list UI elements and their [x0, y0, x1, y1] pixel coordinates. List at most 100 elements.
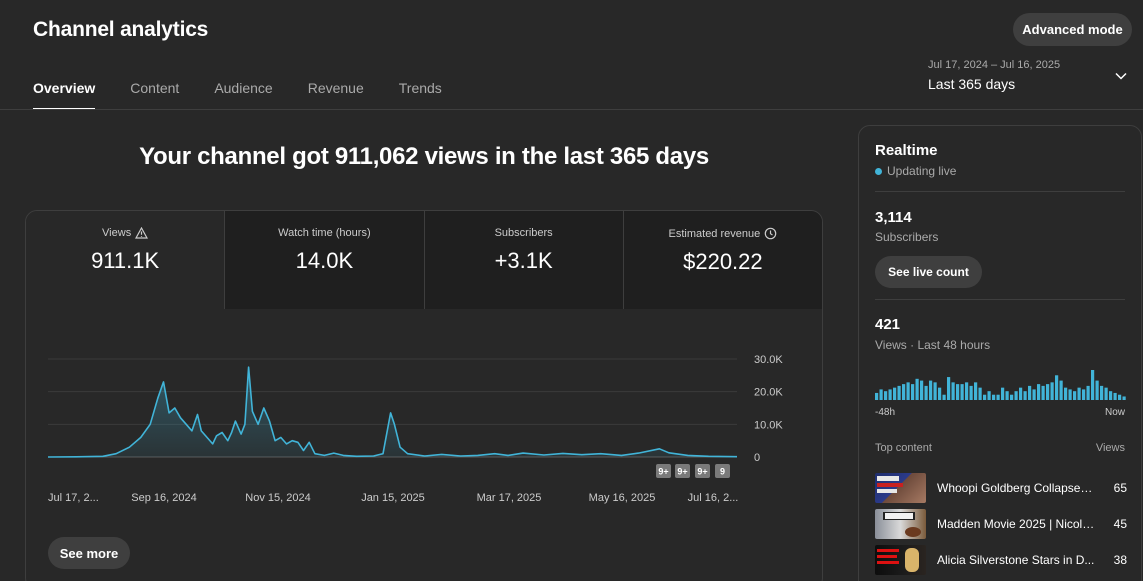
- realtime-bar[interactable]: [1023, 391, 1027, 400]
- realtime-bar[interactable]: [1059, 380, 1063, 400]
- tab-overview[interactable]: Overview: [33, 80, 96, 110]
- realtime-bar[interactable]: [1109, 391, 1113, 400]
- annotation-badge[interactable]: 9+: [695, 464, 710, 478]
- realtime-bar[interactable]: [960, 384, 964, 400]
- date-range-text: Jul 17, 2024 – Jul 16, 2025: [928, 59, 1061, 71]
- tab-bar: Overview Content Audience Revenue Trends: [33, 80, 477, 110]
- realtime-bar[interactable]: [1113, 392, 1117, 400]
- realtime-bar[interactable]: [888, 389, 892, 400]
- video-thumbnail: [875, 545, 926, 575]
- video-views: 65: [1113, 481, 1127, 495]
- realtime-bar[interactable]: [974, 382, 978, 400]
- realtime-bar[interactable]: [942, 394, 946, 400]
- metric-value: 14.0K: [295, 248, 354, 273]
- realtime-bar[interactable]: [920, 380, 924, 400]
- views-headline: Your channel got 911,062 views in the la…: [139, 143, 709, 170]
- realtime-bar[interactable]: [902, 384, 906, 400]
- realtime-bar[interactable]: [884, 391, 888, 400]
- realtime-bar[interactable]: [1118, 394, 1122, 400]
- top-content-item[interactable]: Whoopi Goldberg Collapses ... 65: [875, 473, 1127, 503]
- realtime-bar[interactable]: [1028, 385, 1032, 400]
- clock-icon: [764, 227, 777, 240]
- realtime-bar[interactable]: [1050, 382, 1054, 400]
- realtime-bar[interactable]: [879, 389, 883, 400]
- realtime-bar[interactable]: [897, 385, 901, 400]
- realtime-bar[interactable]: [1010, 394, 1014, 400]
- tab-content[interactable]: Content: [130, 80, 180, 96]
- top-content-item[interactable]: Alicia Silverstone Stars in D... 38: [875, 545, 1127, 575]
- realtime-bar[interactable]: [1055, 375, 1059, 400]
- live-dot-icon: [875, 167, 882, 175]
- realtime-bar[interactable]: [1041, 385, 1045, 400]
- date-range-picker[interactable]: Jul 17, 2024 – Jul 16, 2025 Last 365 day…: [928, 59, 1128, 99]
- top-content-item[interactable]: Madden Movie 2025 | Nicola... 45: [875, 509, 1127, 539]
- realtime-bar[interactable]: [929, 380, 933, 400]
- page-title: Channel analytics: [33, 18, 209, 41]
- realtime-bar[interactable]: [1046, 384, 1050, 400]
- realtime-bar[interactable]: [983, 394, 987, 400]
- realtime-bar[interactable]: [1019, 387, 1023, 400]
- realtime-bar[interactable]: [978, 387, 982, 400]
- realtime-bar[interactable]: [987, 391, 991, 400]
- realtime-bar[interactable]: [911, 384, 915, 400]
- annotation-badge[interactable]: 9+: [656, 464, 671, 478]
- see-more-button[interactable]: See more: [48, 537, 130, 569]
- realtime-bar[interactable]: [992, 394, 996, 400]
- realtime-bar[interactable]: [1068, 389, 1072, 400]
- realtime-bar[interactable]: [956, 384, 960, 400]
- realtime-bar[interactable]: [1001, 387, 1005, 400]
- realtime-bar[interactable]: [893, 387, 897, 400]
- realtime-bar[interactable]: [933, 382, 937, 400]
- realtime-bar[interactable]: [1037, 384, 1041, 400]
- metric-label: Estimated revenue: [668, 227, 761, 240]
- video-thumbnail: [875, 473, 926, 503]
- realtime-bar[interactable]: [1095, 380, 1099, 400]
- metric-label: Watch time (hours): [278, 227, 371, 239]
- realtime-bar[interactable]: [1073, 391, 1077, 400]
- realtime-bar[interactable]: [1082, 389, 1086, 400]
- realtime-bar[interactable]: [1077, 387, 1081, 400]
- realtime-bar[interactable]: [951, 382, 955, 400]
- axis-start: -48h: [875, 407, 896, 418]
- metric-views[interactable]: Views 911.1K: [26, 211, 225, 309]
- realtime-bar[interactable]: [1091, 370, 1095, 400]
- realtime-bar[interactable]: [947, 377, 951, 400]
- y-tick-label: 20.0K: [754, 387, 783, 399]
- x-tick-label: May 16, 2025: [589, 492, 656, 504]
- views-line: [47, 366, 738, 458]
- svg-text:9+: 9+: [697, 467, 707, 477]
- realtime-bar[interactable]: [1104, 387, 1108, 400]
- realtime-bar[interactable]: [1032, 389, 1036, 400]
- realtime-bar[interactable]: [965, 382, 969, 400]
- realtime-bar[interactable]: [996, 394, 1000, 400]
- svg-text:9: 9: [720, 467, 725, 477]
- realtime-bar[interactable]: [915, 378, 919, 400]
- realtime-bar[interactable]: [1086, 385, 1090, 400]
- metric-revenue[interactable]: Estimated revenue $220.22: [622, 211, 822, 309]
- realtime-bar[interactable]: [969, 385, 973, 400]
- metric-subscribers[interactable]: Subscribers +3.1K: [423, 211, 623, 309]
- views-area: [48, 367, 737, 457]
- header-divider: [0, 109, 1143, 110]
- annotation-badge[interactable]: 9: [715, 464, 730, 478]
- see-live-count-button[interactable]: See live count: [875, 256, 982, 288]
- tab-trends[interactable]: Trends: [398, 80, 442, 96]
- realtime-bar[interactable]: [938, 387, 942, 400]
- realtime-bar-chart: [875, 370, 1126, 400]
- x-tick-label: Mar 17, 2025: [477, 492, 542, 504]
- realtime-bar[interactable]: [1005, 391, 1009, 400]
- y-tick-label: 0: [754, 452, 760, 464]
- x-tick-label: Nov 15, 2024: [245, 492, 310, 504]
- realtime-bar[interactable]: [1100, 385, 1104, 400]
- realtime-bar[interactable]: [875, 392, 879, 400]
- realtime-bar[interactable]: [1064, 387, 1068, 400]
- realtime-bar[interactable]: [906, 382, 910, 400]
- tab-audience[interactable]: Audience: [214, 80, 273, 96]
- annotation-badge[interactable]: 9+: [675, 464, 690, 478]
- realtime-bar[interactable]: [1014, 391, 1018, 400]
- metric-watch-time[interactable]: Watch time (hours) 14.0K: [224, 211, 424, 309]
- realtime-bar[interactable]: [1122, 396, 1126, 400]
- realtime-bar[interactable]: [924, 385, 928, 400]
- tab-revenue[interactable]: Revenue: [307, 80, 364, 96]
- advanced-mode-button[interactable]: Advanced mode: [1013, 13, 1132, 46]
